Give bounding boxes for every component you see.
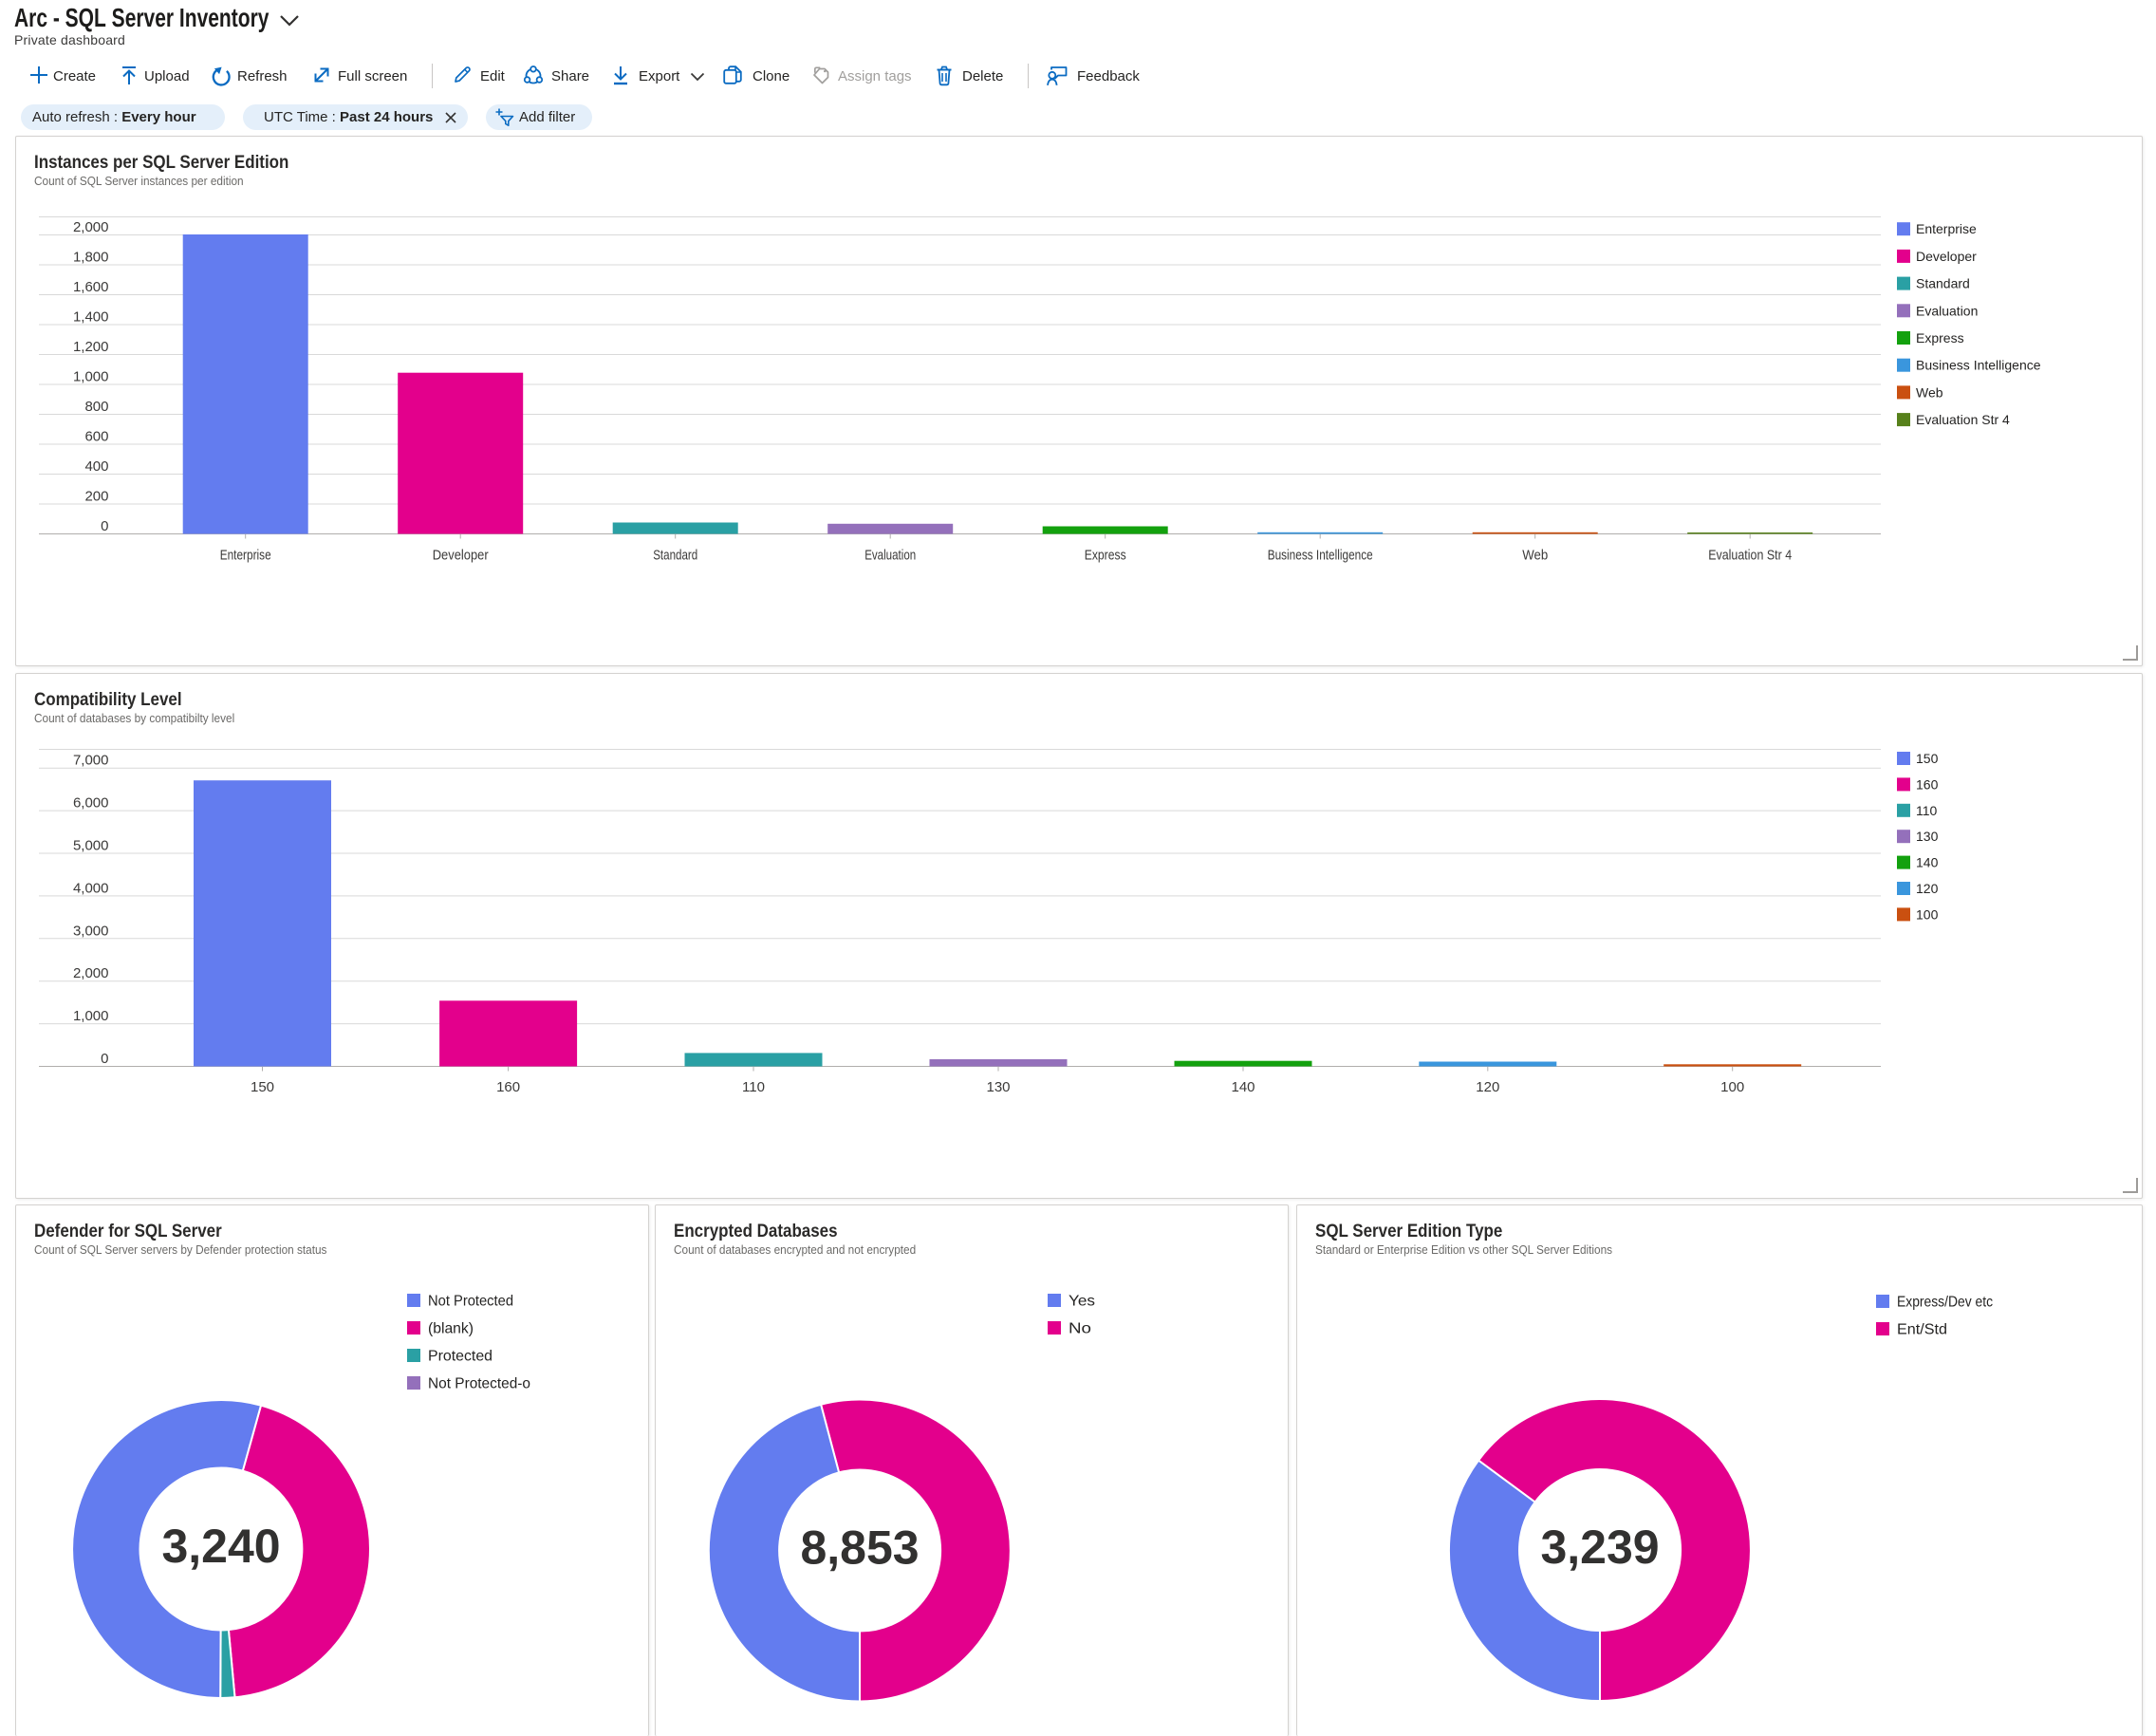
svg-text:7,000: 7,000 [73, 753, 109, 769]
svg-text:Not Protected-o: Not Protected-o [428, 1376, 530, 1392]
svg-text:Ent/Std: Ent/Std [1897, 1322, 1947, 1338]
svg-text:Business Intelligence: Business Intelligence [1268, 548, 1373, 564]
svg-text:(blank): (blank) [428, 1321, 474, 1337]
svg-text:140: 140 [1916, 855, 1939, 870]
svg-text:0: 0 [101, 518, 108, 534]
svg-text:1,400: 1,400 [73, 309, 109, 326]
svg-text:3,240: 3,240 [161, 1520, 280, 1573]
svg-text:1,000: 1,000 [73, 1008, 109, 1024]
svg-text:150: 150 [251, 1079, 274, 1095]
svg-text:Evaluation: Evaluation [864, 548, 916, 564]
svg-text:1,800: 1,800 [73, 250, 109, 266]
svg-text:Express: Express [1916, 330, 1964, 345]
svg-text:100: 100 [1916, 906, 1939, 922]
svg-text:160: 160 [1916, 776, 1939, 792]
svg-text:600: 600 [84, 429, 108, 445]
svg-text:150: 150 [1916, 751, 1939, 766]
svg-text:Evaluation Str 4: Evaluation Str 4 [1916, 412, 2010, 427]
svg-text:1,000: 1,000 [73, 369, 109, 385]
svg-text:6,000: 6,000 [73, 795, 109, 812]
svg-text:Express: Express [1085, 548, 1126, 564]
svg-text:Protected: Protected [428, 1349, 493, 1365]
svg-text:Web: Web [1522, 548, 1548, 564]
svg-text:120: 120 [1916, 881, 1939, 896]
svg-text:Not Protected: Not Protected [428, 1294, 513, 1310]
svg-text:Express/Dev etc: Express/Dev etc [1897, 1295, 1993, 1311]
svg-text:3,000: 3,000 [73, 923, 109, 939]
svg-text:130: 130 [1916, 829, 1939, 844]
svg-text:5,000: 5,000 [73, 838, 109, 854]
svg-text:Web: Web [1916, 384, 1943, 400]
svg-text:Developer: Developer [433, 548, 489, 564]
svg-text:1,200: 1,200 [73, 339, 109, 355]
svg-text:1,600: 1,600 [73, 279, 109, 295]
svg-text:Yes: Yes [1069, 1294, 1095, 1310]
svg-text:110: 110 [742, 1079, 765, 1095]
svg-text:2,000: 2,000 [73, 219, 109, 235]
svg-text:110: 110 [1916, 803, 1938, 818]
svg-text:Standard: Standard [1916, 276, 1970, 291]
svg-text:Enterprise: Enterprise [220, 548, 271, 564]
svg-text:130: 130 [986, 1079, 1010, 1095]
svg-text:0: 0 [101, 1051, 108, 1067]
svg-text:140: 140 [1231, 1079, 1255, 1095]
svg-text:2,000: 2,000 [73, 965, 109, 981]
svg-text:Evaluation: Evaluation [1916, 303, 1978, 318]
svg-text:Standard: Standard [653, 548, 697, 564]
svg-text:3,239: 3,239 [1540, 1521, 1659, 1574]
svg-text:No: No [1069, 1321, 1091, 1337]
svg-text:Enterprise: Enterprise [1916, 221, 1977, 236]
svg-text:400: 400 [84, 458, 108, 475]
svg-text:Developer: Developer [1916, 249, 1977, 264]
svg-text:160: 160 [496, 1079, 520, 1095]
svg-text:Evaluation Str 4: Evaluation Str 4 [1708, 548, 1792, 564]
svg-text:120: 120 [1476, 1079, 1499, 1095]
svg-text:100: 100 [1720, 1079, 1744, 1095]
svg-text:800: 800 [84, 399, 108, 415]
svg-text:4,000: 4,000 [73, 880, 109, 896]
svg-text:Business Intelligence: Business Intelligence [1916, 358, 2041, 373]
svg-text:200: 200 [84, 489, 108, 505]
svg-text:8,853: 8,853 [800, 1521, 919, 1575]
